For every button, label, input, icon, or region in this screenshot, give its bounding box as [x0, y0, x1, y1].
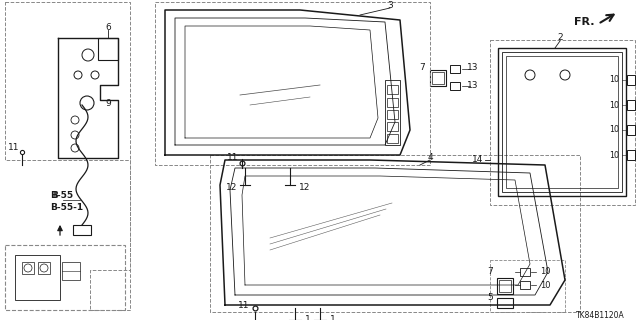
Bar: [498, 48, 626, 196]
Bar: [385, 80, 400, 145]
Bar: [22, 262, 34, 274]
Text: 10: 10: [609, 100, 619, 109]
Text: 5: 5: [487, 293, 493, 302]
Text: 10: 10: [609, 150, 619, 159]
Bar: [430, 70, 446, 86]
Text: 13: 13: [467, 63, 479, 73]
Bar: [627, 100, 635, 110]
Text: 1: 1: [305, 316, 311, 320]
Bar: [387, 122, 398, 131]
Bar: [497, 278, 513, 294]
Text: 11: 11: [238, 301, 250, 310]
Bar: [490, 260, 565, 312]
Bar: [450, 65, 460, 73]
Bar: [387, 110, 398, 119]
Bar: [387, 85, 398, 94]
Text: B-55-1: B-55-1: [50, 203, 83, 212]
Text: 3: 3: [387, 1, 393, 10]
Text: 11: 11: [227, 154, 239, 163]
Bar: [387, 98, 398, 107]
Text: 6: 6: [105, 23, 111, 33]
Text: 10: 10: [540, 281, 550, 290]
Text: 7: 7: [419, 62, 425, 71]
Text: 10: 10: [609, 125, 619, 134]
Bar: [502, 52, 622, 192]
Text: TK84B1120A: TK84B1120A: [575, 311, 625, 320]
Text: 14: 14: [472, 156, 484, 164]
Text: 8: 8: [52, 190, 58, 199]
Bar: [432, 72, 444, 84]
Bar: [627, 75, 635, 85]
Text: 10: 10: [540, 268, 550, 276]
Bar: [627, 125, 635, 135]
Bar: [62, 262, 80, 280]
Text: 2: 2: [557, 34, 563, 43]
Bar: [450, 82, 460, 90]
Text: 7: 7: [487, 268, 493, 276]
Text: 12: 12: [300, 183, 310, 193]
Text: 13: 13: [467, 82, 479, 91]
Text: 11: 11: [8, 143, 20, 153]
Text: 9: 9: [105, 99, 111, 108]
Bar: [497, 298, 513, 308]
Text: 4: 4: [427, 153, 433, 162]
Bar: [387, 134, 398, 143]
Bar: [15, 255, 60, 300]
Bar: [499, 280, 511, 292]
Text: 1: 1: [330, 316, 336, 320]
Bar: [506, 56, 618, 188]
Bar: [98, 38, 118, 60]
Bar: [490, 40, 635, 205]
Bar: [210, 155, 580, 312]
Bar: [520, 281, 530, 289]
Bar: [520, 268, 530, 276]
Text: 10: 10: [609, 76, 619, 84]
Bar: [5, 245, 125, 310]
Text: FR.: FR.: [574, 17, 595, 27]
Bar: [73, 225, 91, 235]
Bar: [627, 150, 635, 160]
Bar: [38, 262, 50, 274]
Text: B-55: B-55: [50, 190, 73, 199]
Text: 12: 12: [227, 183, 237, 193]
